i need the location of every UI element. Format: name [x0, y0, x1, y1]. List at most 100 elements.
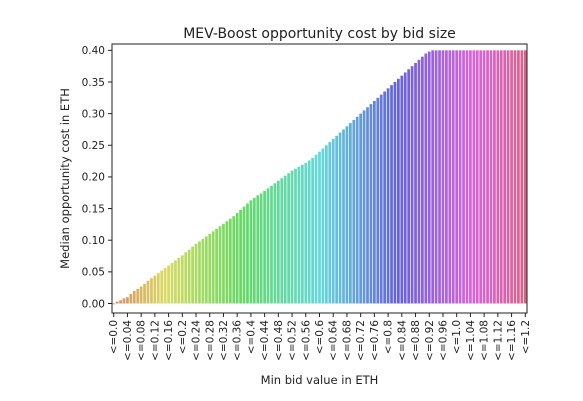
bar [379, 94, 383, 304]
bar [434, 50, 438, 304]
bar [225, 221, 229, 304]
bar [321, 148, 325, 304]
bar [174, 260, 177, 304]
bar [180, 255, 184, 304]
bar [307, 160, 311, 304]
x-tick-label: <=0.44 [259, 320, 271, 361]
y-tick-label: 0.00 [82, 298, 105, 310]
bar [263, 190, 266, 304]
bar [393, 81, 397, 304]
bar [177, 257, 181, 304]
bar [369, 104, 373, 304]
bar [523, 50, 527, 304]
bar [184, 252, 188, 304]
bar [414, 62, 417, 304]
bar [496, 50, 500, 304]
bar [438, 50, 441, 304]
bar [280, 178, 284, 304]
bar [235, 213, 239, 304]
x-tick-label: <=0.12 [149, 320, 161, 361]
bar [506, 50, 510, 304]
bar [489, 50, 493, 304]
bar [297, 166, 301, 304]
bar [410, 66, 414, 304]
x-tick-label: <=0.24 [191, 320, 203, 361]
y-tick-label: 0.25 [82, 140, 105, 152]
bar [482, 50, 486, 304]
bar [194, 244, 198, 304]
bar [451, 50, 455, 304]
bar [256, 195, 260, 304]
bar [338, 132, 342, 304]
bar [228, 218, 232, 304]
x-tick-label: <=0.0 [108, 320, 120, 354]
bar [304, 162, 308, 304]
y-tick-label: 0.30 [82, 108, 105, 120]
x-tick-label: <=0.56 [300, 320, 312, 361]
bar [403, 72, 407, 304]
chart-title: MEV-Boost opportunity cost by bid size [183, 26, 456, 42]
bar [448, 50, 452, 304]
x-tick-label: <=1.2 [520, 320, 532, 354]
bar [345, 126, 349, 304]
bar [266, 188, 270, 304]
bar [407, 69, 411, 304]
bar [421, 56, 424, 304]
bar [143, 283, 146, 304]
bar [115, 301, 119, 304]
bar [170, 263, 174, 304]
x-tick-label: <=0.04 [122, 320, 134, 361]
bar [510, 50, 513, 304]
bar [150, 278, 153, 304]
bar [355, 116, 359, 304]
bar [397, 78, 400, 304]
bar [163, 268, 167, 304]
bar-group [112, 50, 527, 305]
bar [290, 170, 294, 304]
y-tick-label: 0.40 [82, 45, 105, 57]
bar [112, 303, 116, 305]
x-tick-label: <=0.8 [383, 320, 395, 354]
bar [472, 50, 476, 304]
x-tick-label: <=0.64 [328, 320, 340, 361]
bar [239, 209, 242, 304]
bar [335, 135, 339, 304]
bar [283, 175, 287, 304]
bar [246, 203, 249, 304]
bar [513, 50, 517, 304]
bar [314, 154, 318, 304]
bar [499, 50, 503, 304]
bar [300, 164, 304, 304]
bar [222, 223, 225, 304]
bar [146, 280, 150, 304]
bar [119, 300, 122, 304]
bar [287, 173, 290, 304]
y-axis-label: Median opportunity cost in ETH [58, 88, 72, 269]
bar [136, 288, 140, 304]
bar [187, 249, 191, 304]
bar [324, 145, 328, 304]
bar [441, 50, 445, 304]
bar [362, 110, 366, 304]
bar [139, 286, 143, 304]
bar [153, 275, 157, 304]
bar [520, 50, 524, 304]
bar [469, 50, 472, 304]
bar [242, 206, 246, 304]
x-tick-label: <=0.68 [341, 320, 353, 361]
x-tick-label: <=0.72 [355, 320, 367, 361]
bar [486, 50, 489, 304]
bar [424, 53, 428, 304]
x-tick-label: <=0.32 [218, 320, 230, 361]
x-tick-label: <=0.2 [177, 320, 189, 354]
bar [211, 231, 215, 304]
x-tick-label: <=1.0 [451, 320, 463, 354]
bar [126, 297, 129, 304]
bar [259, 193, 263, 304]
y-axis: 0.00 0.05 0.10 0.15 0.20 0.25 0.30 0.35 0.40 [82, 45, 112, 310]
bar [201, 238, 205, 304]
y-tick-label: 0.20 [82, 172, 105, 184]
x-tick-label: <=0.52 [287, 320, 299, 361]
bar [276, 180, 280, 304]
